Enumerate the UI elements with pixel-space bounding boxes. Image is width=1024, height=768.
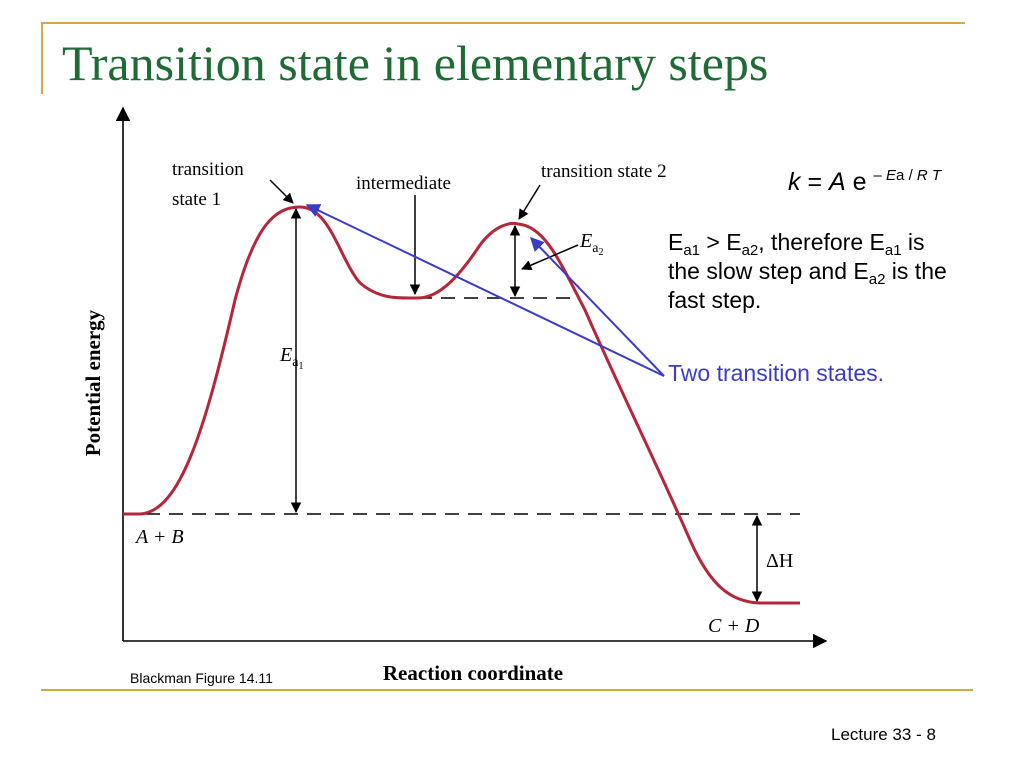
note-line-1: Ea1 > Ea2, therefore Ea1 is <box>668 229 925 259</box>
two-transition-states-note: Two transition states. <box>668 360 885 386</box>
blue-pointer-ts2 <box>530 236 665 377</box>
energy-profile-curve <box>123 205 800 605</box>
products-label: C + D <box>708 615 760 637</box>
slide-frame-left <box>41 22 43 94</box>
slide-frame-top <box>41 22 965 24</box>
slide-footer: Lecture 33 - 8 <box>831 725 936 744</box>
arrhenius-equation: k = A e – Ea / R T <box>788 168 941 197</box>
slide-title: Transition state in elementary steps <box>62 35 769 91</box>
blue-pointer-ts1 <box>305 204 665 377</box>
note-line-2: the slow step and Ea2 is the <box>668 258 947 288</box>
eq-e: e <box>852 168 867 196</box>
figure-credit: Blackman Figure 14.11 <box>130 670 273 686</box>
ts1-label-line2: state 1 <box>172 189 221 210</box>
y-axis-label: Potential energy <box>81 309 105 456</box>
ea2-label: Ea2 <box>579 230 603 258</box>
ts1-pointer-arrow <box>269 179 294 204</box>
ea-comparison-note: Ea1 > Ea2, therefore Ea1 is the slow ste… <box>668 228 947 315</box>
ts2-pointer-arrow <box>518 184 541 220</box>
ts2-label: transition state 2 <box>541 161 667 182</box>
eq-k: k <box>788 168 801 196</box>
intermediate-label: intermediate <box>356 173 451 194</box>
eq-equals: = <box>807 168 823 196</box>
x-axis-label: Reaction coordinate <box>383 661 563 685</box>
delta-h-label: ΔH <box>766 550 793 572</box>
note-line-3: fast step. <box>668 287 762 313</box>
ea1-label: Ea1 <box>279 344 303 372</box>
slide-frame-bottom <box>41 689 973 691</box>
reactants-label: A + B <box>134 526 184 548</box>
eq-exponent: – Ea / R T <box>873 167 942 184</box>
eq-a: A <box>829 168 846 196</box>
ts1-label-line1: transition <box>172 159 244 180</box>
